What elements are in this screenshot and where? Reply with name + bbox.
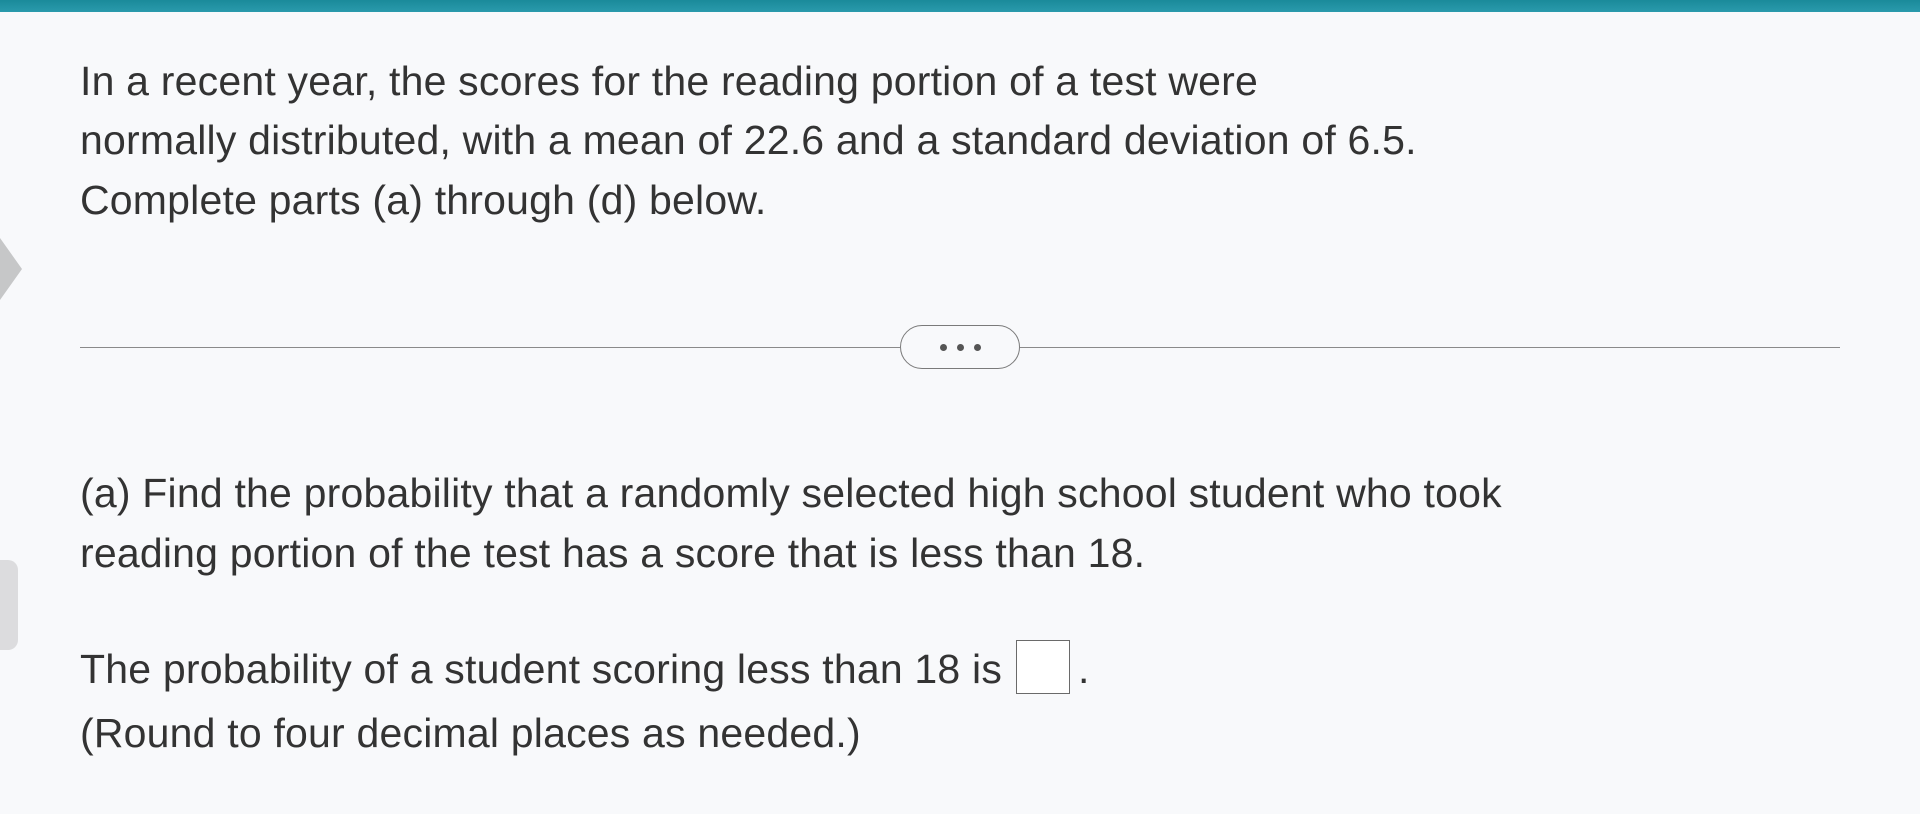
- question-content: In a recent year, the scores for the rea…: [0, 12, 1920, 765]
- more-options-button[interactable]: [900, 325, 1020, 369]
- problem-intro: In a recent year, the scores for the rea…: [80, 52, 1840, 230]
- answer-suffix: .: [1078, 638, 1090, 702]
- part-a-line-1: (a) Find the probability that a randomly…: [80, 470, 1502, 516]
- part-a-line-2: reading portion of the test has a score …: [80, 530, 1145, 576]
- divider-line-right: [1020, 347, 1840, 348]
- section-divider: [80, 325, 1840, 369]
- answer-line: The probability of a student scoring les…: [80, 638, 1840, 702]
- ellipsis-dot-icon: [957, 344, 964, 351]
- header-accent-bar: [0, 0, 1920, 12]
- rounding-note: (Round to four decimal places as needed.…: [80, 702, 1840, 766]
- ellipsis-dot-icon: [974, 344, 981, 351]
- left-edge-decoration-2: [0, 560, 18, 650]
- answer-input[interactable]: [1016, 640, 1070, 694]
- intro-line-3: Complete parts (a) through (d) below.: [80, 177, 767, 223]
- divider-line-left: [80, 347, 900, 348]
- ellipsis-dot-icon: [940, 344, 947, 351]
- intro-line-2: normally distributed, with a mean of 22.…: [80, 117, 1417, 163]
- part-a-prompt: (a) Find the probability that a randomly…: [80, 464, 1840, 583]
- intro-line-1: In a recent year, the scores for the rea…: [80, 58, 1258, 104]
- answer-prefix: The probability of a student scoring les…: [80, 638, 1002, 702]
- answer-block: The probability of a student scoring les…: [80, 638, 1840, 765]
